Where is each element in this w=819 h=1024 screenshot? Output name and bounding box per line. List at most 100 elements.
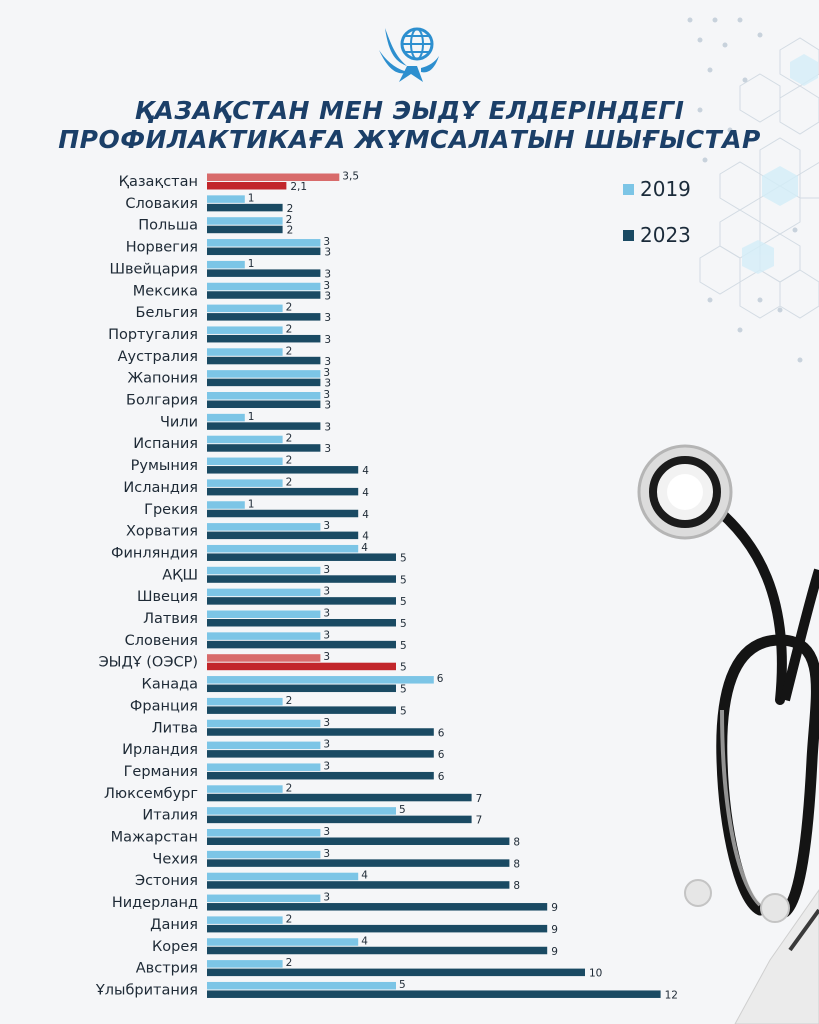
hexagon-fill-decoration <box>742 54 818 274</box>
data-label-2019: 2 <box>286 695 293 707</box>
bar-2023-row-32 <box>207 881 510 889</box>
bar-2019-row-35 <box>207 938 359 946</box>
data-label-2019: 2 <box>286 214 293 226</box>
data-label-2023: 7 <box>476 793 483 805</box>
data-label-2019: 2 <box>286 433 293 445</box>
data-label-2019: 4 <box>361 870 368 882</box>
category-label: Германия <box>124 764 198 780</box>
bar-2023-row-8 <box>207 356 321 365</box>
bar-2019-row-2 <box>207 217 283 225</box>
data-label-2019: 1 <box>248 411 255 423</box>
bar-2019-row-21 <box>207 632 321 640</box>
data-label-2019: 4 <box>361 542 368 554</box>
data-label-2019: 3 <box>323 389 330 401</box>
bar-2019-row-25 <box>207 719 321 728</box>
data-label-2023: 8 <box>513 858 520 870</box>
bar-2023-row-1 <box>207 203 283 212</box>
data-label-2019: 3 <box>323 892 330 904</box>
bar-2023-row-4 <box>207 269 321 277</box>
data-label-2019: 4 <box>361 935 368 947</box>
category-label: Исландия <box>123 480 198 496</box>
bar-2019-row-19 <box>207 588 321 597</box>
bar-2023-row-2 <box>207 225 283 234</box>
category-label: Эстония <box>135 873 198 889</box>
bar-2023-row-26 <box>207 750 434 758</box>
bar-2019-row-10 <box>207 392 321 400</box>
bar-2023-row-36 <box>207 968 585 977</box>
data-label-2023: 5 <box>400 596 407 608</box>
data-label-2023: 3 <box>324 268 331 280</box>
data-label-2023: 6 <box>438 771 445 783</box>
data-label-2023: 8 <box>513 837 520 849</box>
data-label-2023: 4 <box>362 487 369 499</box>
category-label: Португалия <box>108 327 198 343</box>
bar-2019-row-20 <box>207 610 321 618</box>
bar-2023-row-27 <box>207 771 434 780</box>
category-label: Австрия <box>136 961 198 977</box>
data-label-2019: 3 <box>323 608 330 620</box>
category-label: Нидерланд <box>112 895 198 911</box>
category-label: Норвегия <box>126 240 198 256</box>
data-label-2019: 1 <box>248 192 255 204</box>
bar-2023-row-17 <box>207 553 396 561</box>
data-label-2023: 7 <box>476 815 483 827</box>
category-label: Польша <box>138 218 198 234</box>
bar-2023-row-9 <box>207 378 321 387</box>
data-label-2019: 3 <box>323 520 330 532</box>
bar-2019-row-29 <box>207 807 396 815</box>
data-label-2023: 5 <box>400 618 407 630</box>
bar-2023-row-35 <box>207 946 548 955</box>
data-label-2019: 3 <box>323 651 330 663</box>
data-label-2019: 1 <box>248 498 255 510</box>
data-label-2019: 2 <box>286 323 293 335</box>
bar-2019-row-33 <box>207 894 321 903</box>
bar-2019-row-32 <box>207 872 359 881</box>
bar-2023-row-16 <box>207 531 359 540</box>
bar-2023-row-34 <box>207 924 548 933</box>
data-label-2019: 1 <box>248 258 255 270</box>
data-label-2019: 3 <box>323 564 330 576</box>
bar-2019-row-30 <box>207 829 321 837</box>
data-label-2019: 3 <box>323 367 330 379</box>
data-label-2023: 5 <box>400 705 407 717</box>
chart-title-line-1: ҚАЗАҚСТАН МЕН ЭЫДҰ ЕЛДЕРІНДЕГІ <box>134 96 685 125</box>
bar-2019-row-8 <box>207 348 283 356</box>
bar-2019-row-36 <box>207 960 283 968</box>
data-label-2023: 3 <box>324 400 331 412</box>
data-label-2023: 10 <box>589 968 602 980</box>
category-label: Дания <box>150 917 198 933</box>
bar-2019-row-3 <box>207 239 321 247</box>
bar-2019-row-13 <box>207 457 283 466</box>
data-label-2023: 2 <box>287 225 294 237</box>
data-label-2023: 6 <box>438 727 445 739</box>
bar-2023-row-6 <box>207 313 321 321</box>
data-label-2023: 5 <box>400 574 407 586</box>
data-label-2019: 2 <box>286 782 293 794</box>
bar-2023-row-11 <box>207 422 321 430</box>
category-label: Корея <box>152 939 198 955</box>
category-label: Италия <box>142 808 198 824</box>
data-label-2019: 3 <box>323 717 330 729</box>
bar-2023-row-30 <box>207 837 510 845</box>
bar-2023-row-3 <box>207 247 321 256</box>
data-label-2023: 5 <box>400 684 407 696</box>
data-label-2023: 5 <box>400 552 407 564</box>
bar-2023-row-37 <box>207 990 661 998</box>
data-label-2023: 9 <box>551 902 558 914</box>
bar-2019-row-5 <box>207 282 321 291</box>
bar-2019-row-27 <box>207 763 321 771</box>
bar-2023-row-29 <box>207 815 472 824</box>
bar-2019-row-18 <box>207 566 321 575</box>
bar-2023-row-7 <box>207 334 321 343</box>
data-label-2023: 3 <box>324 247 331 259</box>
category-label: Грекия <box>144 502 198 518</box>
data-label-2023: 5 <box>400 662 407 674</box>
bar-2019-row-14 <box>207 479 283 487</box>
bar-2019-row-17 <box>207 544 359 553</box>
data-label-2023: 2 <box>287 203 294 215</box>
bar-2023-row-25 <box>207 728 434 736</box>
bar-2023-row-24 <box>207 706 396 714</box>
category-label: Швеция <box>137 589 198 605</box>
